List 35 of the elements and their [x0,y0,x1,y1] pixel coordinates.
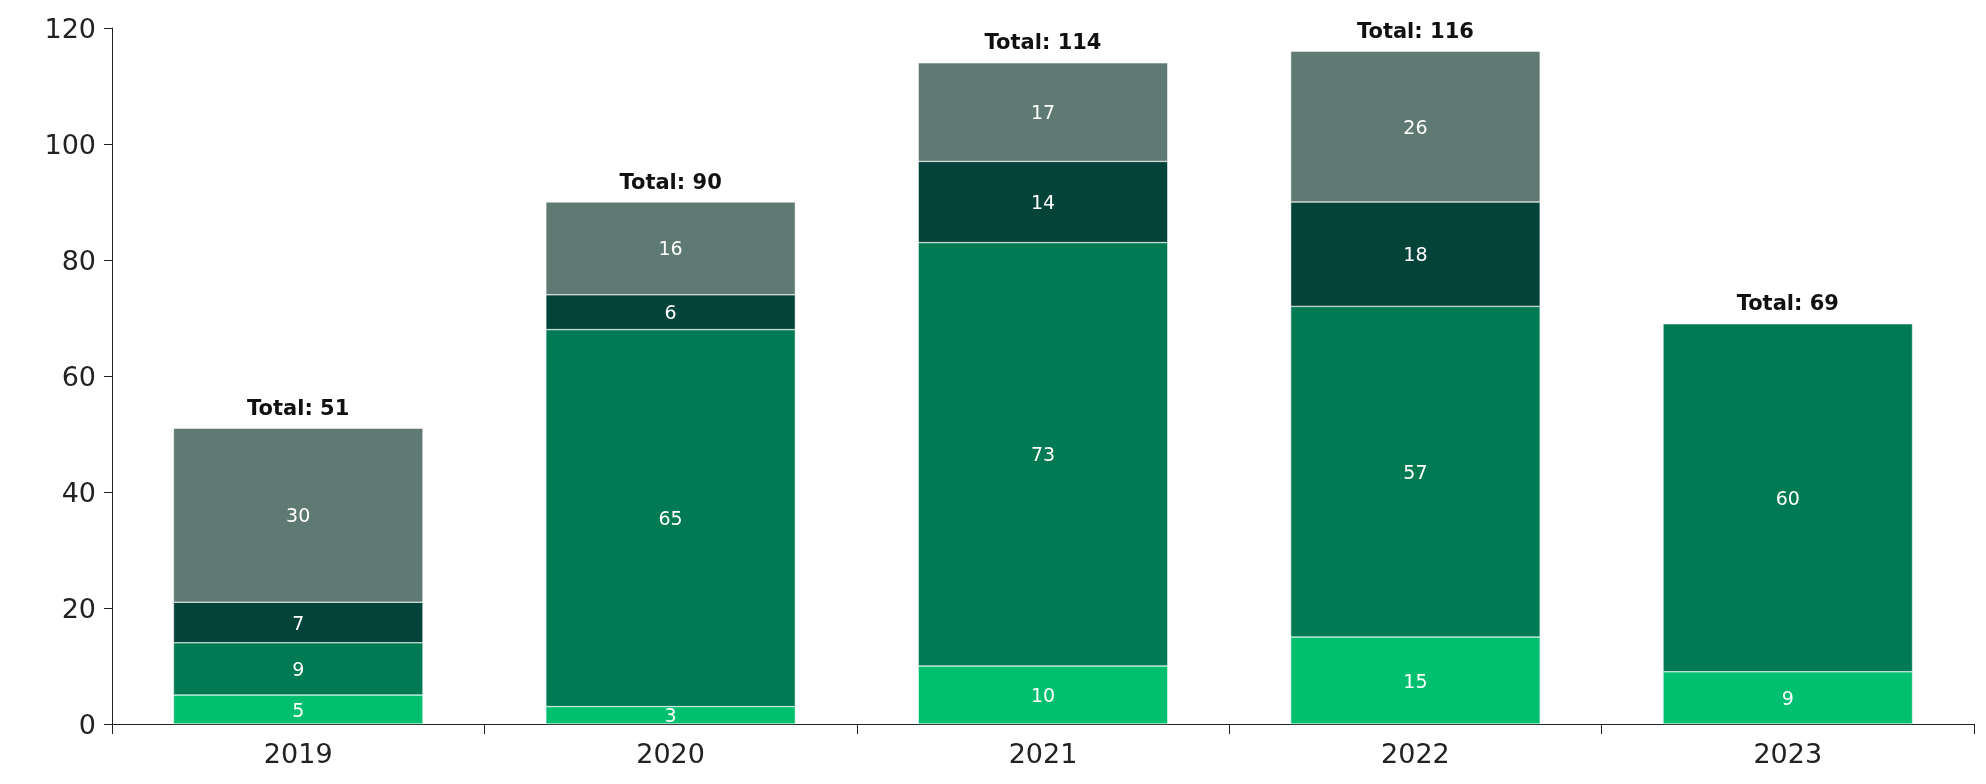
y-tick-label: 60 [61,360,96,392]
x-tick-label: 2021 [1008,738,1078,769]
data-label: 30 [286,504,311,527]
total-label: Total: 116 [1356,18,1474,43]
data-label: 16 [658,237,683,260]
y-tick-label: 100 [44,128,96,160]
y-tick-label: 80 [61,244,96,276]
total-label: Total: 69 [1736,291,1839,316]
data-label: 10 [1030,684,1056,706]
data-label: 7 [292,611,305,634]
total-label: Total: 90 [619,169,722,194]
data-label: 17 [1030,101,1056,124]
x-tick-label: 2019 [263,738,333,769]
data-label: 18 [1403,243,1428,266]
y-tick-label: 0 [78,708,96,740]
y-tick-label: 20 [61,592,96,624]
data-label: 6 [664,301,677,324]
total-label: Total: 51 [247,395,350,420]
data-label: 65 [658,507,683,530]
data-label: 9 [292,657,305,680]
data-label: 60 [1775,486,1800,509]
y-tick-label: 40 [61,476,96,508]
x-tick-label: 2020 [636,738,705,769]
data-label: 73 [1030,443,1056,466]
y-tick-label: 120 [44,12,96,44]
data-label: 14 [1030,191,1056,213]
data-label: 3 [664,704,677,727]
x-tick-label: 2022 [1381,738,1450,769]
data-label: 9 [1781,686,1794,709]
data-label: 57 [1403,460,1428,483]
data-label: 15 [1403,669,1428,692]
x-tick-label: 2023 [1753,738,1823,769]
data-label: 5 [292,698,305,721]
data-label: 26 [1403,115,1428,138]
total-label: Total: 114 [984,30,1102,55]
